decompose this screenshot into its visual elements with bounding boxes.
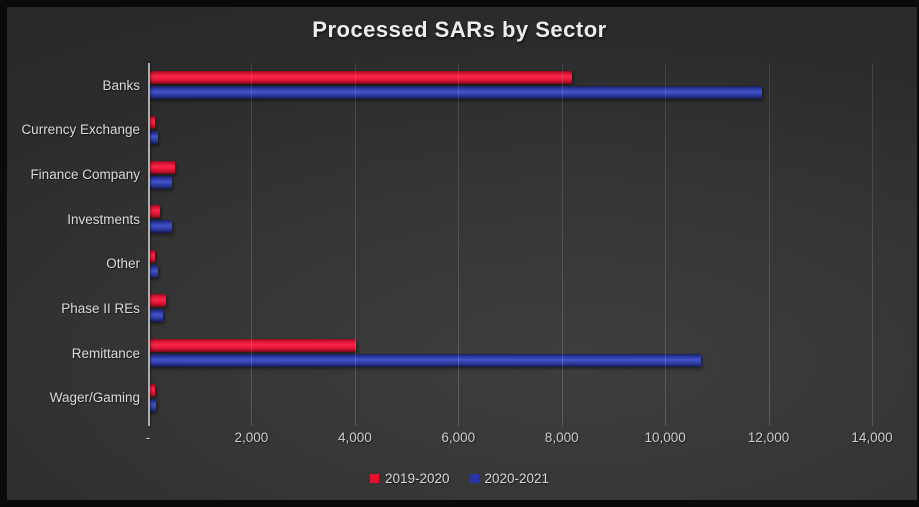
gridline xyxy=(561,63,563,426)
bar-2019-2020 xyxy=(148,115,156,129)
category-label: Finance Company xyxy=(30,167,140,183)
category-label: Phase II REs xyxy=(61,300,140,316)
bar-row xyxy=(148,197,872,242)
x-tick-label: 12,000 xyxy=(747,430,790,445)
bar-row xyxy=(148,63,872,108)
x-tick-label: 10,000 xyxy=(644,430,686,445)
category-label: Remittance xyxy=(71,345,140,361)
bar-2019-2020 xyxy=(148,160,176,174)
bar-2019-2020 xyxy=(148,249,156,263)
bar-2019-2020 xyxy=(148,205,161,219)
bar-row xyxy=(148,108,872,153)
bar-2020-2021 xyxy=(148,309,163,323)
chart-title: Processed SARs by Sector xyxy=(312,17,607,42)
gridline xyxy=(354,63,356,426)
gridline xyxy=(872,63,873,426)
category-label: Other xyxy=(106,256,140,272)
bar-2020-2021 xyxy=(148,175,173,189)
bar-2020-2021 xyxy=(148,354,702,368)
category-label: Wager/Gaming xyxy=(49,390,140,406)
x-tick-label: 6,000 xyxy=(441,430,476,445)
plot-area xyxy=(148,63,873,426)
x-tick-label: 2,000 xyxy=(234,430,269,445)
category-label: Currency Exchange xyxy=(21,122,140,138)
x-tick-label: 8,000 xyxy=(544,430,579,445)
x-tick-label: - xyxy=(145,430,151,445)
bar-2020-2021 xyxy=(148,130,158,144)
bar-rows xyxy=(148,63,872,420)
bar-row xyxy=(148,152,872,197)
gridline xyxy=(768,63,770,426)
bar-2020-2021 xyxy=(148,398,156,412)
y-axis-category-labels: Banks Currency Exchange Finance Company Inv… xyxy=(0,63,140,420)
legend-marker-2020-2021 xyxy=(469,474,479,483)
legend-label: 2020-2021 xyxy=(484,471,550,486)
bar-2019-2020 xyxy=(148,71,573,85)
legend-label: 2019-2020 xyxy=(384,471,450,486)
bar-row xyxy=(148,331,872,376)
legend-item: 2019-2020 xyxy=(369,471,450,486)
bar-2020-2021 xyxy=(148,220,173,234)
x-tick-label: 14,000 xyxy=(851,430,893,445)
gridline xyxy=(665,63,667,426)
gridline xyxy=(458,63,460,426)
bar-2019-2020 xyxy=(148,294,166,308)
bar-row xyxy=(148,242,872,287)
bar-2020-2021 xyxy=(148,264,159,278)
legend-item: 2020-2021 xyxy=(469,471,550,486)
bar-row xyxy=(148,286,872,331)
category-label: Investments xyxy=(67,211,140,227)
bar-2020-2021 xyxy=(148,86,762,100)
bar-row xyxy=(148,375,872,420)
gridline xyxy=(251,63,253,426)
bar-2019-2020 xyxy=(148,383,155,397)
bar-2019-2020 xyxy=(148,339,357,353)
y-axis-line xyxy=(148,63,150,426)
legend-marker-2019-2020 xyxy=(369,474,379,483)
x-axis-tick-labels: - 2,000 4,000 6,000 8,000 10,000 12,000 14,000 xyxy=(0,430,919,448)
category-label: Banks xyxy=(102,77,140,93)
legend: 2019-2020 2020-2021 xyxy=(0,471,919,486)
x-tick-label: 4,000 xyxy=(337,430,372,445)
